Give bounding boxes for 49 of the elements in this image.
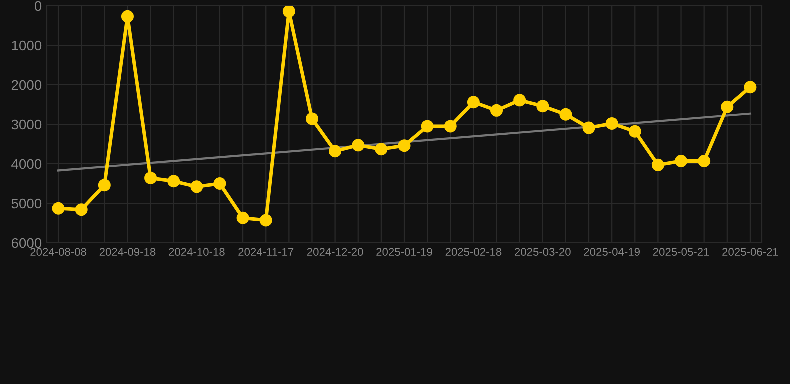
x-tick-label: 2024-12-20 [307, 248, 364, 256]
point [144, 172, 158, 184]
y-tick-label: 3000 [12, 120, 42, 130]
y-tick-label: 2000 [12, 80, 42, 90]
point [168, 175, 180, 188]
point [75, 204, 88, 216]
y-tick-label: 0 [34, 1, 42, 12]
x-tick-label: 2025-05-21 [653, 248, 710, 256]
point [490, 104, 504, 117]
y-tick-label: 5000 [12, 198, 42, 209]
point [121, 10, 134, 23]
point [52, 202, 65, 215]
point [98, 179, 111, 192]
point [444, 120, 457, 133]
point [190, 180, 204, 194]
point [398, 140, 411, 152]
y-tick-label: 4000 [12, 159, 42, 170]
point [721, 100, 734, 114]
x-tick-label: 2024-08-08 [30, 248, 86, 256]
x-tick-label: 2025-04-19 [584, 248, 640, 256]
point [652, 158, 664, 172]
point [260, 214, 272, 227]
x-tick-label: 2025-03-20 [515, 248, 571, 256]
point [306, 112, 318, 126]
point [744, 81, 757, 94]
point [675, 154, 688, 168]
x-tick-label: 2024-09-18 [100, 248, 156, 256]
point [214, 178, 226, 190]
point [560, 108, 572, 121]
point [536, 100, 550, 113]
point [421, 120, 434, 133]
point [375, 143, 388, 156]
x-tick-label: 2024-10-18 [169, 248, 225, 256]
x-tick-label: 2025-01-19 [376, 248, 432, 256]
point [236, 212, 250, 224]
point [467, 96, 480, 109]
point [698, 154, 711, 168]
x-tick-label: 2024-11-17 [238, 248, 294, 256]
y-tick-label: 1000 [12, 40, 42, 51]
x-tick-label: 2025-02-18 [446, 248, 502, 256]
point [352, 139, 365, 152]
y-tick-label: 6000 [12, 238, 42, 248]
point [606, 117, 618, 130]
point [329, 145, 342, 158]
point [628, 125, 642, 138]
point [282, 6, 296, 18]
point [514, 94, 526, 107]
point [582, 122, 596, 134]
x-tick-label: 2025-06-21 [722, 248, 778, 256]
